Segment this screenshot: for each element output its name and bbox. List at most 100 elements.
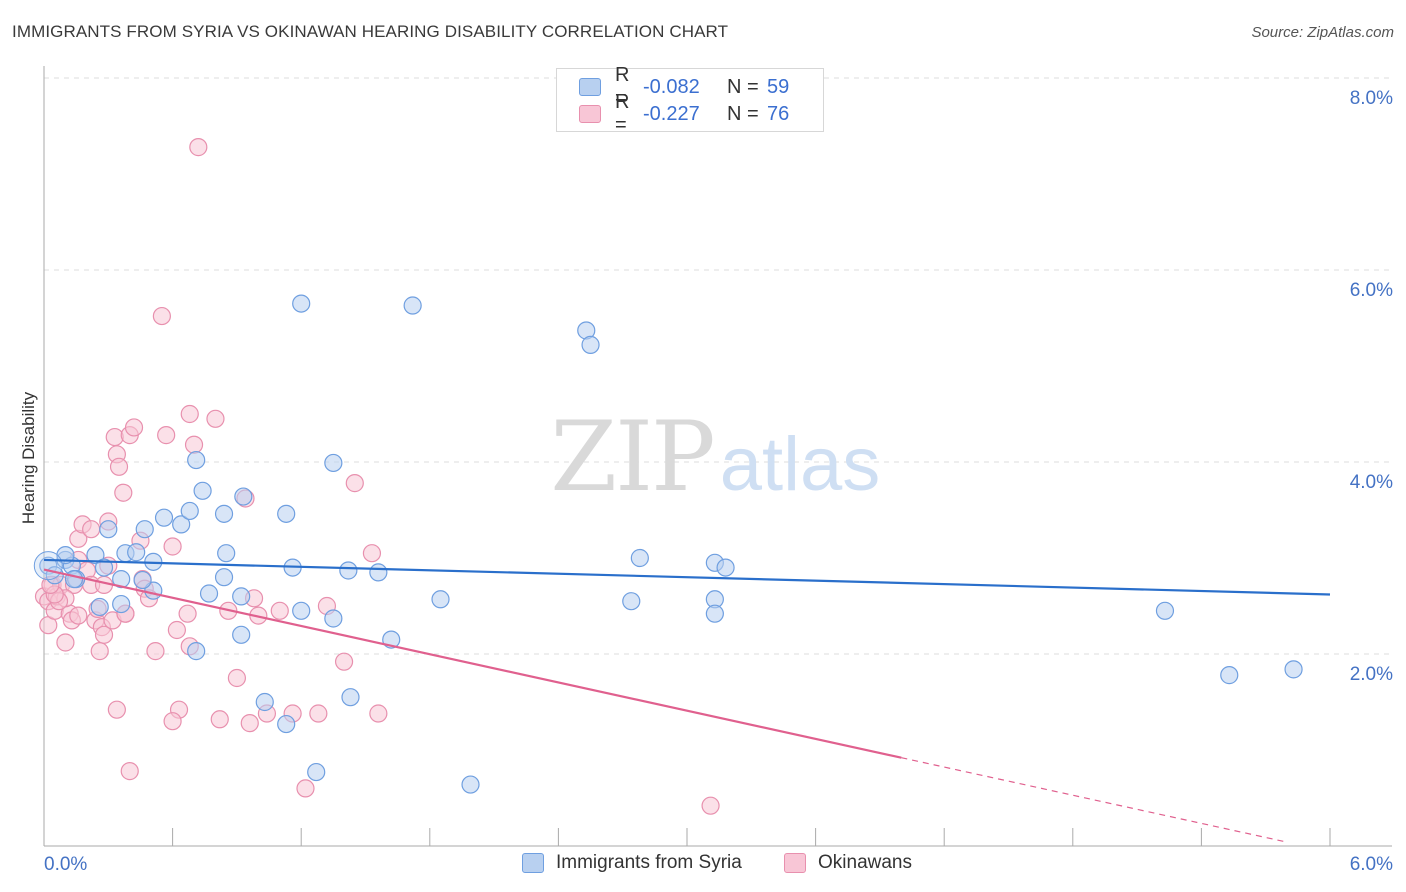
syria-point [277, 504, 296, 523]
r-value: -0.082 [643, 75, 700, 98]
syria-points [33, 294, 1303, 794]
syria-point [112, 570, 131, 589]
okinawans-trend-line [43, 568, 902, 759]
syria-point [127, 543, 146, 562]
syria-point [431, 590, 450, 609]
syria-point [307, 762, 326, 782]
y-tick-labels: 2.0% 4.0% 6.0% 8.0% [1350, 88, 1393, 685]
syria-point [154, 508, 174, 527]
syria-point [86, 546, 105, 565]
syria-point [187, 450, 206, 470]
okinawans-point [107, 700, 126, 719]
okinawans-point [180, 404, 199, 424]
okinawans-point [56, 633, 75, 652]
y-tick-label: 2.0% [1350, 664, 1393, 685]
syria-legend-swatch [522, 853, 544, 873]
syria-point [94, 558, 114, 577]
syria-point [716, 558, 735, 577]
syria-point [277, 714, 296, 734]
okinawans-point [82, 520, 101, 539]
syria-swatch [579, 78, 601, 96]
stats-row-okinawans: R = -0.227 N = 76 [579, 91, 790, 136]
okinawans-point [146, 642, 165, 661]
y-tick-label: 6.0% [1350, 280, 1393, 301]
r-label: R = [615, 64, 630, 109]
okinawans-point [334, 652, 354, 671]
syria-point [461, 775, 480, 794]
syria-point [232, 587, 251, 606]
n-label: N = [727, 75, 759, 98]
x-tick-label: 0.0% [44, 854, 87, 875]
okinawans-point [152, 306, 171, 326]
syria-point [255, 692, 274, 712]
okinawans-point [109, 457, 129, 476]
legend-label-okinawans: Okinawans [818, 852, 912, 873]
axes [43, 66, 1392, 847]
okinawans-point [163, 537, 182, 556]
gridlines [44, 77, 1392, 655]
syria-point [135, 520, 154, 539]
syria-point [581, 335, 600, 354]
syria-point [33, 551, 63, 581]
okinawans-point [270, 601, 289, 620]
syria-point [1284, 660, 1303, 679]
syria-point [217, 544, 236, 563]
legend-item-okinawans: Okinawans [784, 852, 912, 874]
okinawans-point [90, 642, 109, 661]
syria-point [403, 296, 422, 315]
okinawans-point [701, 796, 720, 815]
syria-point [133, 570, 152, 590]
syria-point [369, 563, 388, 582]
y-axis-title: Hearing Disability [19, 391, 38, 524]
okinawans-point [184, 435, 204, 454]
okinawans-point [206, 409, 225, 428]
syria-point [622, 592, 641, 611]
y-tick-label: 8.0% [1350, 88, 1393, 109]
okinawans-point [227, 668, 246, 688]
syria-point [214, 504, 234, 523]
okinawans-point [124, 418, 144, 437]
syria-trend-line [43, 558, 1331, 596]
stats-legend: R = -0.082 N = 59 R = -0.227 N = 76 [556, 64, 824, 136]
n-value: 76 [767, 102, 790, 125]
stats-row-syria: R = -0.082 N = 59 [579, 64, 790, 109]
okinawans-point [120, 762, 139, 781]
okinawans-point [345, 474, 364, 493]
okinawans-point [189, 138, 208, 157]
okinawans-point [210, 710, 229, 729]
okinawans-point [114, 483, 133, 502]
okinawans-swatch [579, 105, 601, 123]
syria-point [705, 604, 724, 623]
okinawans-point [157, 426, 176, 445]
syria-point [324, 453, 343, 473]
watermark-zip: ZIP [550, 401, 713, 513]
watermark-atlas: atlas [720, 422, 881, 507]
okinawans-point [240, 714, 259, 733]
trend-lines [43, 558, 1331, 843]
okinawans-points [34, 138, 720, 815]
okinawans-point [369, 704, 388, 723]
syria-point [187, 642, 206, 661]
n-value: 59 [767, 75, 790, 98]
syria-point [99, 520, 118, 539]
x-tick-labels: 0.0% 6.0% [44, 854, 1393, 875]
okinawans-point [163, 712, 182, 731]
okinawans-legend-swatch [784, 853, 806, 873]
r-value: -0.227 [643, 102, 700, 125]
series-legend: Immigrants from Syria Okinawans [0, 852, 1406, 878]
source-credit: Source: ZipAtlas.com [1251, 24, 1394, 41]
okinawans-trend-extension [901, 757, 1288, 843]
syria-point [292, 294, 311, 313]
y-tick-label: 4.0% [1350, 472, 1393, 493]
syria-point [199, 584, 219, 603]
syria-point [180, 501, 199, 521]
syria-point [234, 487, 253, 506]
r-label: R = [615, 91, 630, 136]
okinawans-point [105, 427, 124, 447]
chart-title: IMMIGRANTS FROM SYRIA VS OKINAWAN HEARIN… [12, 22, 729, 41]
syria-point [630, 548, 649, 568]
okinawans-point [296, 779, 315, 798]
syria-point [112, 594, 131, 614]
syria-point [172, 515, 191, 534]
syria-point [292, 601, 311, 620]
